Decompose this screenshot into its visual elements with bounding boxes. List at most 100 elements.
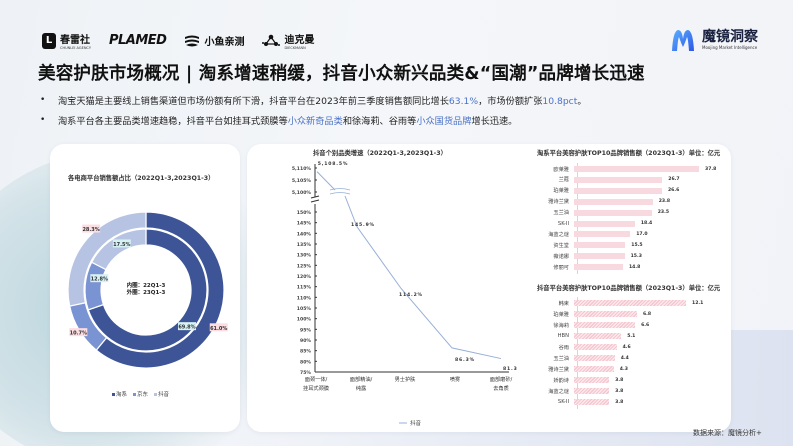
bar-row: 珀莱雅 6.8 <box>533 309 651 319</box>
chart-title: 抖音平台美容护肤TOP10品牌销售额（2023Q1-3）单位：亿元 <box>537 285 721 292</box>
bar-value: 5.1 <box>627 333 636 339</box>
bar-row: 欧莱雅 37.8 <box>533 164 716 174</box>
donut-chart: 61.0% 10.7% 28.3% 69.8% 12.8% 17.5% 内圈：22Q1-3… <box>67 211 228 369</box>
x-tick-label: 去角质 <box>493 384 509 392</box>
brand-name: 魔镜洞察 <box>702 29 758 45</box>
brand-subtitle: Moojing Market Intelligence <box>702 45 758 50</box>
logo-text: 春雷社 <box>60 35 90 46</box>
donut-value-label: 10.7% <box>70 331 87 337</box>
bar-label: 资生堂 <box>553 242 569 249</box>
bar-row: 玉兰油 23.5 <box>533 208 669 218</box>
bar-row: SK-II 3.8 <box>533 397 623 407</box>
text-span: 增长迅速。 <box>471 116 518 127</box>
x-tick-label: 面部磨砂/ <box>490 375 513 383</box>
brand-logo: 魔镜洞察 Moojing Market Intelligence <box>670 27 758 53</box>
fish-waves-icon <box>185 35 200 46</box>
bar-value: 14.8 <box>628 264 641 270</box>
bar-value: 17.0 <box>636 231 648 237</box>
text-span: 。 <box>577 96 587 107</box>
y-tick-label: 105% <box>297 306 312 312</box>
bar-row: 娇韵诗 3.8 <box>533 375 623 385</box>
bar-value: 15.3 <box>630 253 642 259</box>
bar <box>574 231 631 238</box>
bar <box>574 220 635 227</box>
logo-chunlei: L 春雷社 CHUNLEI AGENCY <box>42 31 91 50</box>
bar-value: 3.8 <box>615 399 624 405</box>
y-tick-label: 85% <box>300 349 311 355</box>
bullet-text: 淘宝天猫是主要线上销售渠道但市场份额有所下滑，抖音平台在2023年前三季度销售额… <box>58 93 587 107</box>
label-bg <box>112 239 131 248</box>
bar <box>574 333 622 339</box>
bar-row: HBN 5.1 <box>533 331 635 341</box>
bar-axis <box>577 163 578 274</box>
bar <box>574 176 663 183</box>
legend-label: 淘系 <box>116 392 128 398</box>
y-tick-label: 5,100% <box>292 190 312 196</box>
y-tick-label: 115% <box>297 285 312 291</box>
highlight-span: 10.8pct <box>542 96 578 107</box>
logo-text: 迪克曼 <box>284 35 315 46</box>
taoxi-bar-chart: 欧莱雅 37.8 兰蔻 26.7 珀莱雅 26.6 雅诗兰黛 23.8 玉兰油 23.5 SK-II… <box>533 159 733 274</box>
data-source: 数据来源：魔镜分析+ <box>693 429 762 437</box>
y-tick-label: 140% <box>297 231 312 237</box>
center-label-outer: 外圈：23Q1-3 <box>127 288 166 296</box>
bar-label: 海蓝之谜 <box>548 388 569 395</box>
donut-value-label: 17.5% <box>113 242 130 248</box>
bar-value: 37.8 <box>705 166 717 172</box>
x-tick-label: 挂耳式颈膜 <box>303 384 329 392</box>
douyin-bar-chart: 韩束 12.1 珀莱雅 6.8 徐海莉 6.6 HBN 5.1 谷雨 4.6 玉兰油 4.4 雅诗兰黛 4… <box>533 293 733 409</box>
y-tick-label: 120% <box>297 274 312 280</box>
category-brand-card: 抖音个别品类增速（2022Q1-3,2023Q1-3） 5,110% 5,105%… <box>247 144 731 432</box>
bar-row: 雅诗兰黛 23.8 <box>533 197 670 207</box>
legend-swatch <box>112 392 115 396</box>
donut-inner-ring <box>84 228 208 352</box>
bar-value: 18.4 <box>640 221 653 226</box>
y-tick-label: 110% <box>297 295 312 301</box>
label-bg <box>209 323 228 332</box>
bar-row: 海蓝之谜 3.8 <box>533 386 623 396</box>
bar <box>574 355 615 361</box>
y-tick-label: 145% <box>297 221 312 227</box>
donut-value-label: 12.8% <box>91 277 108 283</box>
y-tick-label: 5,105% <box>292 178 312 184</box>
legend-item: 京东 <box>133 390 148 398</box>
chart-title: 淘系平台美容护肤TOP10品牌销售额（2023Q1-3）单位：亿元 <box>537 150 721 157</box>
bar <box>574 311 637 317</box>
y-tick-label: 130% <box>297 253 312 259</box>
bar <box>574 264 623 271</box>
legend-item: 抖音 <box>154 390 169 398</box>
donut-labels: 61.0% 10.7% 28.3% 69.8% 12.8% 17.5% <box>69 224 228 337</box>
donut-segment <box>87 228 208 352</box>
line-chart: 5,110% 5,105% 5,100% 150% 145% 140% 135% 130% 12… <box>292 161 517 427</box>
bar <box>574 377 610 383</box>
text-span: 淘系平台各主要品类增速趋稳，抖音平台如挂耳式颈膜等 <box>58 116 288 127</box>
data-label: 114.2% <box>399 292 423 298</box>
chart-title: 各电商平台销售额占比（2022Q1-3,2023Q1-3） <box>68 175 215 182</box>
bar-label: 娇韵诗 <box>553 377 569 384</box>
molecule-icon <box>262 34 281 46</box>
donut-value-label: 28.3% <box>82 227 99 233</box>
bar-value: 4.4 <box>620 355 629 361</box>
text-span: ，市场份额扩张 <box>478 96 543 107</box>
platform-share-card: 各电商平台销售额占比（2022Q1-3,2023Q1-3） 61.0% 10.7%… <box>50 144 240 432</box>
bar <box>574 253 625 260</box>
text-span: 淘宝天猫是主要线上销售渠道但市场份额有所下滑，抖音平台在2023年前三季度销售额… <box>58 96 449 107</box>
y-tick-label: 100% <box>297 317 312 323</box>
bar-label: 珀莱雅 <box>553 311 569 318</box>
y-tick-label: 75% <box>300 370 311 376</box>
x-tick-label: 面颈一体/ <box>305 375 328 383</box>
bullet-dot: • <box>40 95 46 105</box>
bar-row: 谷雨 4.6 <box>533 342 631 352</box>
bar-label: 珀莱雅 <box>553 188 569 195</box>
logo-dieckmann: 迪克曼 DIECKMANN <box>262 31 314 50</box>
bar-value: 26.6 <box>667 188 680 194</box>
bar-value: 23.8 <box>658 199 671 205</box>
highlight-span: 小众国货品牌 <box>416 116 472 127</box>
highlight-span: 小众新奇品类 <box>287 116 343 127</box>
bar-value: 15.5 <box>631 242 643 248</box>
data-label: 5,108.5% <box>318 161 348 167</box>
line-y-axis: 5,110% 5,105% 5,100% 150% 145% 140% 135% 130% 12… <box>292 164 509 376</box>
bar-value: 4.6 <box>622 344 631 350</box>
axis-break-icon <box>310 195 320 203</box>
bar-value: 6.6 <box>641 322 650 328</box>
